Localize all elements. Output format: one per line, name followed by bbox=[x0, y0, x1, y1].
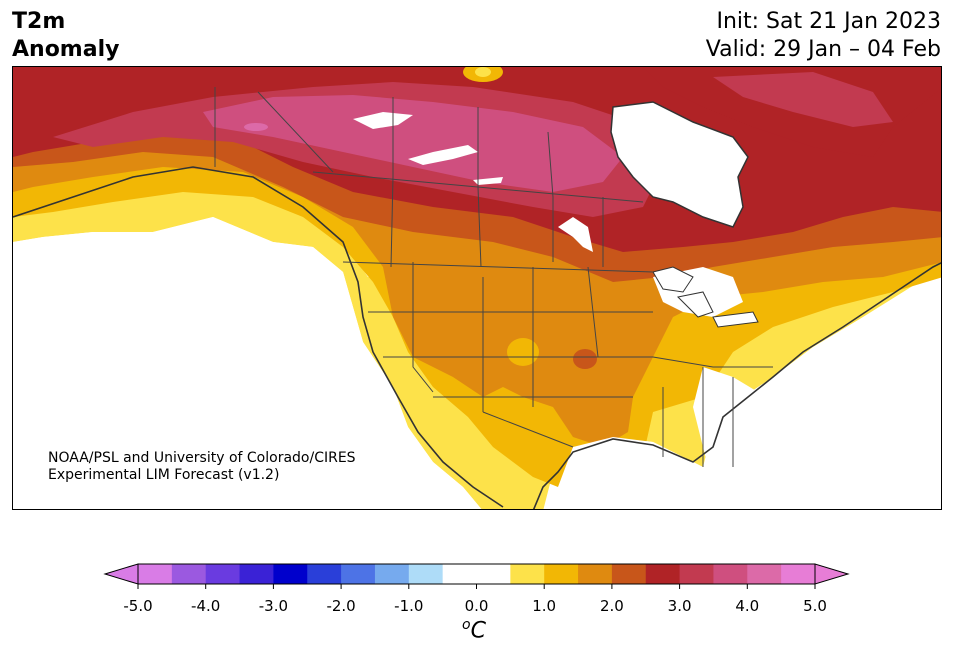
kansas-hotspot bbox=[573, 349, 597, 369]
colorbar-cell bbox=[747, 564, 782, 584]
colorbar-cell bbox=[171, 564, 207, 584]
lake-winnipeg bbox=[558, 217, 593, 252]
colorbar-tick-label: 0.0 bbox=[464, 597, 489, 615]
colorbar-tick-label: 2.0 bbox=[599, 597, 624, 615]
land-pink bbox=[203, 95, 623, 192]
colorbar-cells bbox=[138, 564, 816, 584]
great-slave-lake bbox=[408, 145, 478, 165]
colorbar-tick-label: -5.0 bbox=[123, 597, 153, 615]
colorbar-cell bbox=[442, 564, 477, 584]
colorbar-tick-label: 5.0 bbox=[803, 597, 827, 615]
political-borders bbox=[214, 87, 773, 467]
gulf-of-mexico bbox=[553, 437, 713, 509]
colorbar-tick-label: -3.0 bbox=[258, 597, 289, 615]
valid-date: Valid: 29 Jan – 04 Feb bbox=[705, 37, 941, 62]
colorbar-cell bbox=[611, 564, 647, 584]
lake-athabasca bbox=[473, 177, 503, 185]
unit-letter: C bbox=[470, 618, 486, 644]
land-light-pink bbox=[244, 123, 268, 131]
atlantic-east bbox=[715, 317, 941, 509]
credit-line-2: Experimental LIM Forecast (v1.2) bbox=[48, 467, 280, 483]
colorbar-cell bbox=[679, 564, 714, 584]
colorbar-cell bbox=[341, 564, 376, 584]
coastline bbox=[13, 166, 941, 509]
colorbar-tick-label: -2.0 bbox=[326, 597, 356, 615]
great-bear-lake bbox=[353, 112, 413, 129]
colorbar-cell bbox=[476, 564, 511, 584]
unit-degree-symbol: o bbox=[462, 617, 471, 633]
colorbar-cell bbox=[578, 564, 613, 584]
arctic-hotspot-core bbox=[475, 67, 491, 77]
colorbar-tick-label: -1.0 bbox=[394, 597, 424, 615]
colorbar-cell bbox=[408, 564, 444, 584]
colorbar-cell bbox=[645, 564, 681, 584]
colorbar-cell bbox=[239, 564, 274, 584]
init-date: Init: Sat 21 Jan 2023 bbox=[716, 9, 941, 34]
great-lakes bbox=[652, 266, 759, 328]
colorbar-cell bbox=[138, 564, 173, 584]
rockies-gold-spot bbox=[507, 338, 539, 366]
arctic-red bbox=[643, 67, 941, 157]
anomaly-map bbox=[13, 67, 941, 509]
colorbar-unit: oC bbox=[462, 617, 486, 643]
colorbar-over-arrow bbox=[814, 563, 850, 585]
colorbar-tick-label: -4.0 bbox=[191, 597, 221, 615]
colorbar-cell bbox=[273, 564, 308, 584]
colorbar-tick-label: 3.0 bbox=[667, 597, 692, 615]
credit-text: NOAA/PSL and University of Colorado/CIRE… bbox=[48, 450, 356, 484]
title-line-1: T2m bbox=[12, 9, 66, 34]
colorbar bbox=[103, 563, 850, 589]
arctic-crimson bbox=[713, 72, 893, 127]
hudson-bay bbox=[610, 101, 749, 228]
forecast-dates: Init: Sat 21 Jan 2023 Valid: 29 Jan – 04… bbox=[706, 8, 941, 64]
colorbar-cell bbox=[781, 564, 816, 584]
colorbar-ticks bbox=[137, 584, 816, 589]
colorbar-cell bbox=[374, 564, 410, 584]
colorbar-cell bbox=[205, 564, 241, 584]
credit-line-1: NOAA/PSL and University of Colorado/CIRE… bbox=[48, 450, 356, 466]
pacific-south bbox=[13, 217, 482, 509]
colorbar-cell bbox=[307, 564, 342, 584]
colorbar-tick-label: 1.0 bbox=[532, 597, 557, 615]
colorbar-cell bbox=[510, 564, 545, 584]
map-panel bbox=[12, 66, 942, 510]
colorbar-tick-label: 4.0 bbox=[735, 597, 760, 615]
title-line-2: Anomaly bbox=[12, 37, 120, 62]
map-title: T2m Anomaly bbox=[12, 8, 119, 64]
colorbar-under-arrow bbox=[103, 563, 139, 585]
colorbar-cell bbox=[544, 564, 579, 584]
colorbar-cell bbox=[713, 564, 748, 584]
